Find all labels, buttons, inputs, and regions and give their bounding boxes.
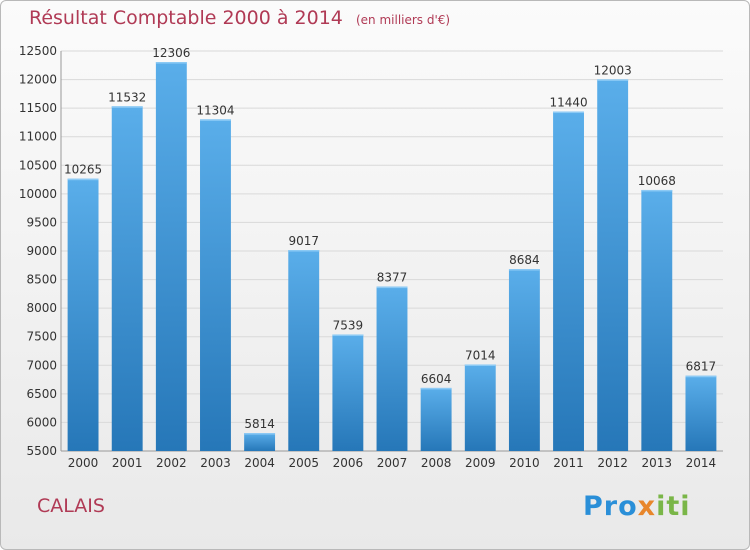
bar bbox=[111, 106, 143, 452]
data-label: 11532 bbox=[108, 90, 146, 104]
title-main: Résultat Comptable 2000 à 2014 bbox=[29, 7, 343, 29]
y-tick-label: 5500 bbox=[26, 444, 57, 458]
data-label: 12003 bbox=[594, 63, 632, 77]
bar-highlight bbox=[244, 433, 276, 435]
x-tick-label: 2007 bbox=[377, 456, 408, 470]
bar bbox=[685, 375, 717, 451]
data-label: 6604 bbox=[421, 372, 452, 386]
x-tick-label: 2001 bbox=[112, 456, 143, 470]
y-axis-ticks: 5500 6000 6500 7000 7500 8000 8500 9000 9500 1000… bbox=[19, 44, 57, 458]
data-label: 9017 bbox=[288, 234, 319, 248]
bar-highlight bbox=[155, 62, 187, 64]
x-tick-label: 2014 bbox=[686, 456, 717, 470]
x-tick-label: 2005 bbox=[288, 456, 319, 470]
data-label: 7539 bbox=[333, 318, 364, 332]
bar bbox=[464, 364, 496, 451]
y-tick-label: 9500 bbox=[26, 215, 57, 229]
data-label: 11304 bbox=[196, 103, 234, 117]
bar-highlight bbox=[288, 250, 320, 252]
bar-highlight bbox=[685, 375, 717, 378]
bar bbox=[244, 433, 276, 451]
bar-highlight bbox=[420, 387, 452, 390]
x-tick-label: 2009 bbox=[465, 456, 496, 470]
bar-highlight bbox=[508, 269, 540, 271]
bar-highlight bbox=[111, 106, 143, 108]
x-tick-label: 2011 bbox=[553, 456, 584, 470]
y-tick-label: 7000 bbox=[26, 358, 57, 372]
title-subtitle: (en milliers d'€) bbox=[355, 13, 451, 27]
data-labels: 10265 11532 12306 11304 5814 9017 7539 8377 6604… bbox=[64, 46, 716, 431]
data-label: 5814 bbox=[244, 417, 275, 431]
x-tick-label: 2012 bbox=[597, 456, 628, 470]
bar bbox=[376, 286, 408, 451]
bar-highlight bbox=[641, 189, 673, 192]
y-tick-label: 6500 bbox=[26, 387, 57, 401]
y-tick-label: 12500 bbox=[19, 44, 57, 58]
chart-title: Résultat Comptable 2000 à 2014 (en milli… bbox=[29, 7, 450, 29]
bar bbox=[641, 189, 673, 451]
x-tick-label: 2013 bbox=[642, 456, 673, 470]
y-tick-label: 9000 bbox=[26, 244, 57, 258]
x-tick-label: 2006 bbox=[333, 456, 364, 470]
data-label: 6817 bbox=[686, 360, 717, 374]
bar-highlight bbox=[332, 334, 364, 336]
y-tick-label: 6000 bbox=[26, 415, 57, 429]
bar bbox=[553, 111, 584, 452]
bar bbox=[508, 269, 540, 451]
bar-highlight bbox=[597, 79, 629, 81]
bar-highlight bbox=[464, 364, 496, 366]
bar-highlight bbox=[553, 111, 584, 114]
data-label: 10265 bbox=[64, 163, 102, 177]
x-tick-label: 2000 bbox=[68, 456, 99, 470]
data-label: 7014 bbox=[465, 348, 496, 362]
bar bbox=[332, 334, 364, 451]
x-tick-label: 2008 bbox=[421, 456, 452, 470]
x-axis-ticks: 2000 2001 2002 2003 2004 2005 2006 2007 2008 2009… bbox=[68, 456, 716, 470]
x-tick-label: 2003 bbox=[200, 456, 231, 470]
bar-highlight bbox=[200, 119, 231, 121]
x-tick-label: 2002 bbox=[156, 456, 187, 470]
bar bbox=[200, 119, 231, 451]
bar bbox=[288, 250, 320, 451]
bar bbox=[597, 79, 629, 452]
x-tick-label: 2004 bbox=[244, 456, 275, 470]
y-tick-label: 10500 bbox=[19, 158, 57, 172]
bar bbox=[155, 62, 187, 451]
y-tick-label: 8000 bbox=[26, 301, 57, 315]
y-tick-label: 12000 bbox=[19, 73, 57, 87]
y-tick-label: 8500 bbox=[26, 273, 57, 287]
data-label: 10068 bbox=[638, 174, 676, 188]
bars bbox=[67, 62, 717, 452]
bar-highlight bbox=[376, 286, 408, 289]
y-tick-label: 7500 bbox=[26, 330, 57, 344]
y-tick-label: 10000 bbox=[19, 187, 57, 201]
y-tick-label: 11500 bbox=[19, 101, 57, 115]
bar-highlight bbox=[67, 178, 99, 181]
bar bbox=[420, 387, 452, 451]
y-tick-label: 11000 bbox=[19, 130, 57, 144]
data-label: 8684 bbox=[509, 253, 540, 267]
bar bbox=[67, 178, 99, 451]
data-label: 11440 bbox=[549, 96, 587, 110]
proxiti-logo[interactable]: Proxiti bbox=[583, 491, 691, 522]
city-name: CALAIS bbox=[37, 495, 105, 517]
x-tick-label: 2010 bbox=[509, 456, 540, 470]
data-label: 8377 bbox=[377, 271, 408, 285]
data-label: 12306 bbox=[152, 46, 190, 60]
